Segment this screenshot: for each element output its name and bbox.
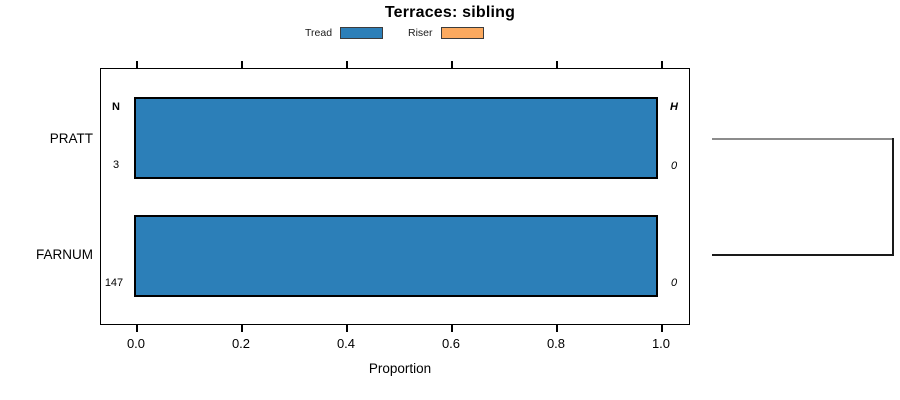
x-axis-top-tick [346, 61, 348, 68]
n-value-pratt: 3 [112, 159, 120, 171]
bracket-right-line [892, 138, 894, 256]
x-axis-bottom-tick [241, 325, 243, 332]
x-axis-top-tick [451, 61, 453, 68]
x-axis-top-tick [661, 61, 663, 68]
category-label-pratt: PRATT [49, 131, 93, 146]
x-axis-bottom-tick [451, 325, 453, 332]
x-axis-top-tick [136, 61, 138, 68]
x-axis-tick-label: 0.8 [546, 336, 566, 351]
legend-entry-riser: Riser [408, 26, 484, 40]
legend-entry-tread: Tread [305, 26, 384, 40]
x-axis-top-tick [241, 61, 243, 68]
legend-swatch-tread [340, 27, 384, 39]
x-axis-bottom-tick [136, 325, 138, 332]
x-axis-tick-label: 0.4 [336, 336, 356, 351]
legend-swatch-riser [440, 27, 484, 39]
chart-title: Terraces: sibling [384, 4, 516, 21]
x-axis-tick-label: 0.0 [126, 336, 146, 351]
x-axis-title: Proportion [368, 361, 432, 376]
x-axis-tick-label: 0.6 [441, 336, 461, 351]
bar-pratt-tread [134, 97, 658, 179]
legend-label-tread: Tread [305, 27, 333, 39]
bar-farnum-tread [134, 215, 658, 297]
x-axis-bottom-tick [661, 325, 663, 332]
n-value-farnum: 147 [104, 277, 124, 289]
h-value-farnum: 0 [670, 277, 678, 289]
h-column-header: H [670, 101, 678, 113]
x-axis-bottom-tick [556, 325, 558, 332]
bracket-top-line [712, 138, 894, 140]
legend-label-riser: Riser [408, 27, 433, 39]
x-axis-tick-label: 1.0 [651, 336, 671, 351]
bracket-bottom-line [712, 254, 894, 256]
h-value-pratt: 0 [670, 160, 678, 172]
n-column-header: N [112, 101, 120, 113]
plot-area [100, 68, 690, 325]
x-axis-top-tick [556, 61, 558, 68]
category-label-farnum: FARNUM [36, 247, 93, 262]
x-axis-bottom-tick [346, 325, 348, 332]
x-axis-tick-label: 0.2 [231, 336, 251, 351]
